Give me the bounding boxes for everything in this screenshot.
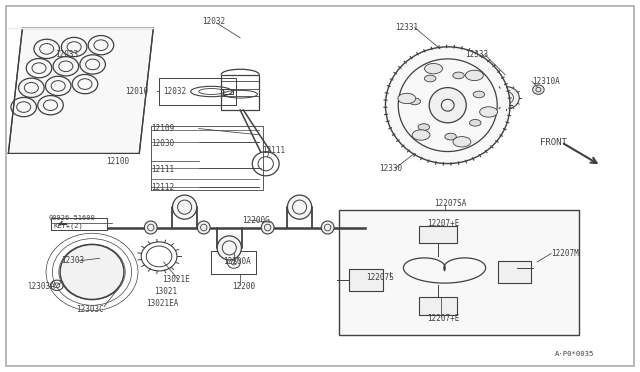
Text: 12207+E: 12207+E [428,314,460,323]
Circle shape [398,93,416,104]
Text: 12303: 12303 [61,256,84,265]
Text: FRONT: FRONT [540,138,567,147]
Ellipse shape [493,87,519,109]
Text: 12310A: 12310A [532,77,560,86]
Circle shape [424,75,436,82]
Text: 12010: 12010 [125,87,148,96]
Text: 12032: 12032 [202,17,225,26]
Text: A·P0*0035: A·P0*0035 [555,350,595,356]
Text: 13021EA: 13021EA [147,299,179,308]
Ellipse shape [385,47,510,164]
Ellipse shape [197,221,210,234]
Ellipse shape [532,85,544,94]
Text: KEY+(2): KEY+(2) [53,223,83,229]
Ellipse shape [145,221,157,234]
Text: 12200: 12200 [232,282,255,291]
Text: 12033: 12033 [55,50,78,59]
Text: l2303A: l2303A [28,282,55,291]
Circle shape [470,119,481,126]
Ellipse shape [321,221,334,234]
Text: 12207S: 12207S [366,273,394,282]
Circle shape [412,130,430,140]
Text: 12111: 12111 [262,146,285,155]
Ellipse shape [261,221,274,234]
Bar [349,269,383,291]
Text: 12100: 12100 [106,157,129,166]
Ellipse shape [217,236,241,260]
Ellipse shape [398,59,497,151]
Text: 12112: 12112 [151,183,174,192]
Circle shape [409,98,420,105]
Text: 12200A: 12200A [223,257,251,266]
Text: 12333: 12333 [466,50,489,59]
Text: 12330: 12330 [379,164,402,173]
Circle shape [424,64,442,74]
Ellipse shape [173,195,196,219]
Circle shape [465,70,483,81]
Bar [419,297,458,315]
Bar [419,226,458,243]
Bar [339,210,579,335]
Ellipse shape [287,195,312,219]
Text: 12331: 12331 [396,23,419,32]
Circle shape [452,72,464,79]
Bar [221,75,259,110]
Circle shape [453,137,471,147]
Circle shape [445,133,456,140]
Text: 13021E: 13021E [163,275,190,284]
Text: 12207+E: 12207+E [428,219,460,228]
Text: 12207SA: 12207SA [434,199,466,208]
Text: 12303C: 12303C [76,305,104,314]
Text: 00926-51600: 00926-51600 [49,215,95,221]
Text: 12200G: 12200G [242,216,270,225]
Text: 12032: 12032 [164,87,187,96]
Ellipse shape [429,87,467,123]
Text: 12111: 12111 [151,165,174,174]
Ellipse shape [60,244,124,299]
Text: 12207M: 12207M [551,249,579,258]
Polygon shape [8,28,154,153]
Circle shape [473,91,484,98]
Text: 13021: 13021 [154,287,177,296]
Text: 12030: 12030 [151,139,174,148]
Bar [223,89,232,94]
Text: 12109: 12109 [151,124,174,133]
Bar [497,261,531,283]
Circle shape [418,124,429,131]
Circle shape [479,107,497,117]
